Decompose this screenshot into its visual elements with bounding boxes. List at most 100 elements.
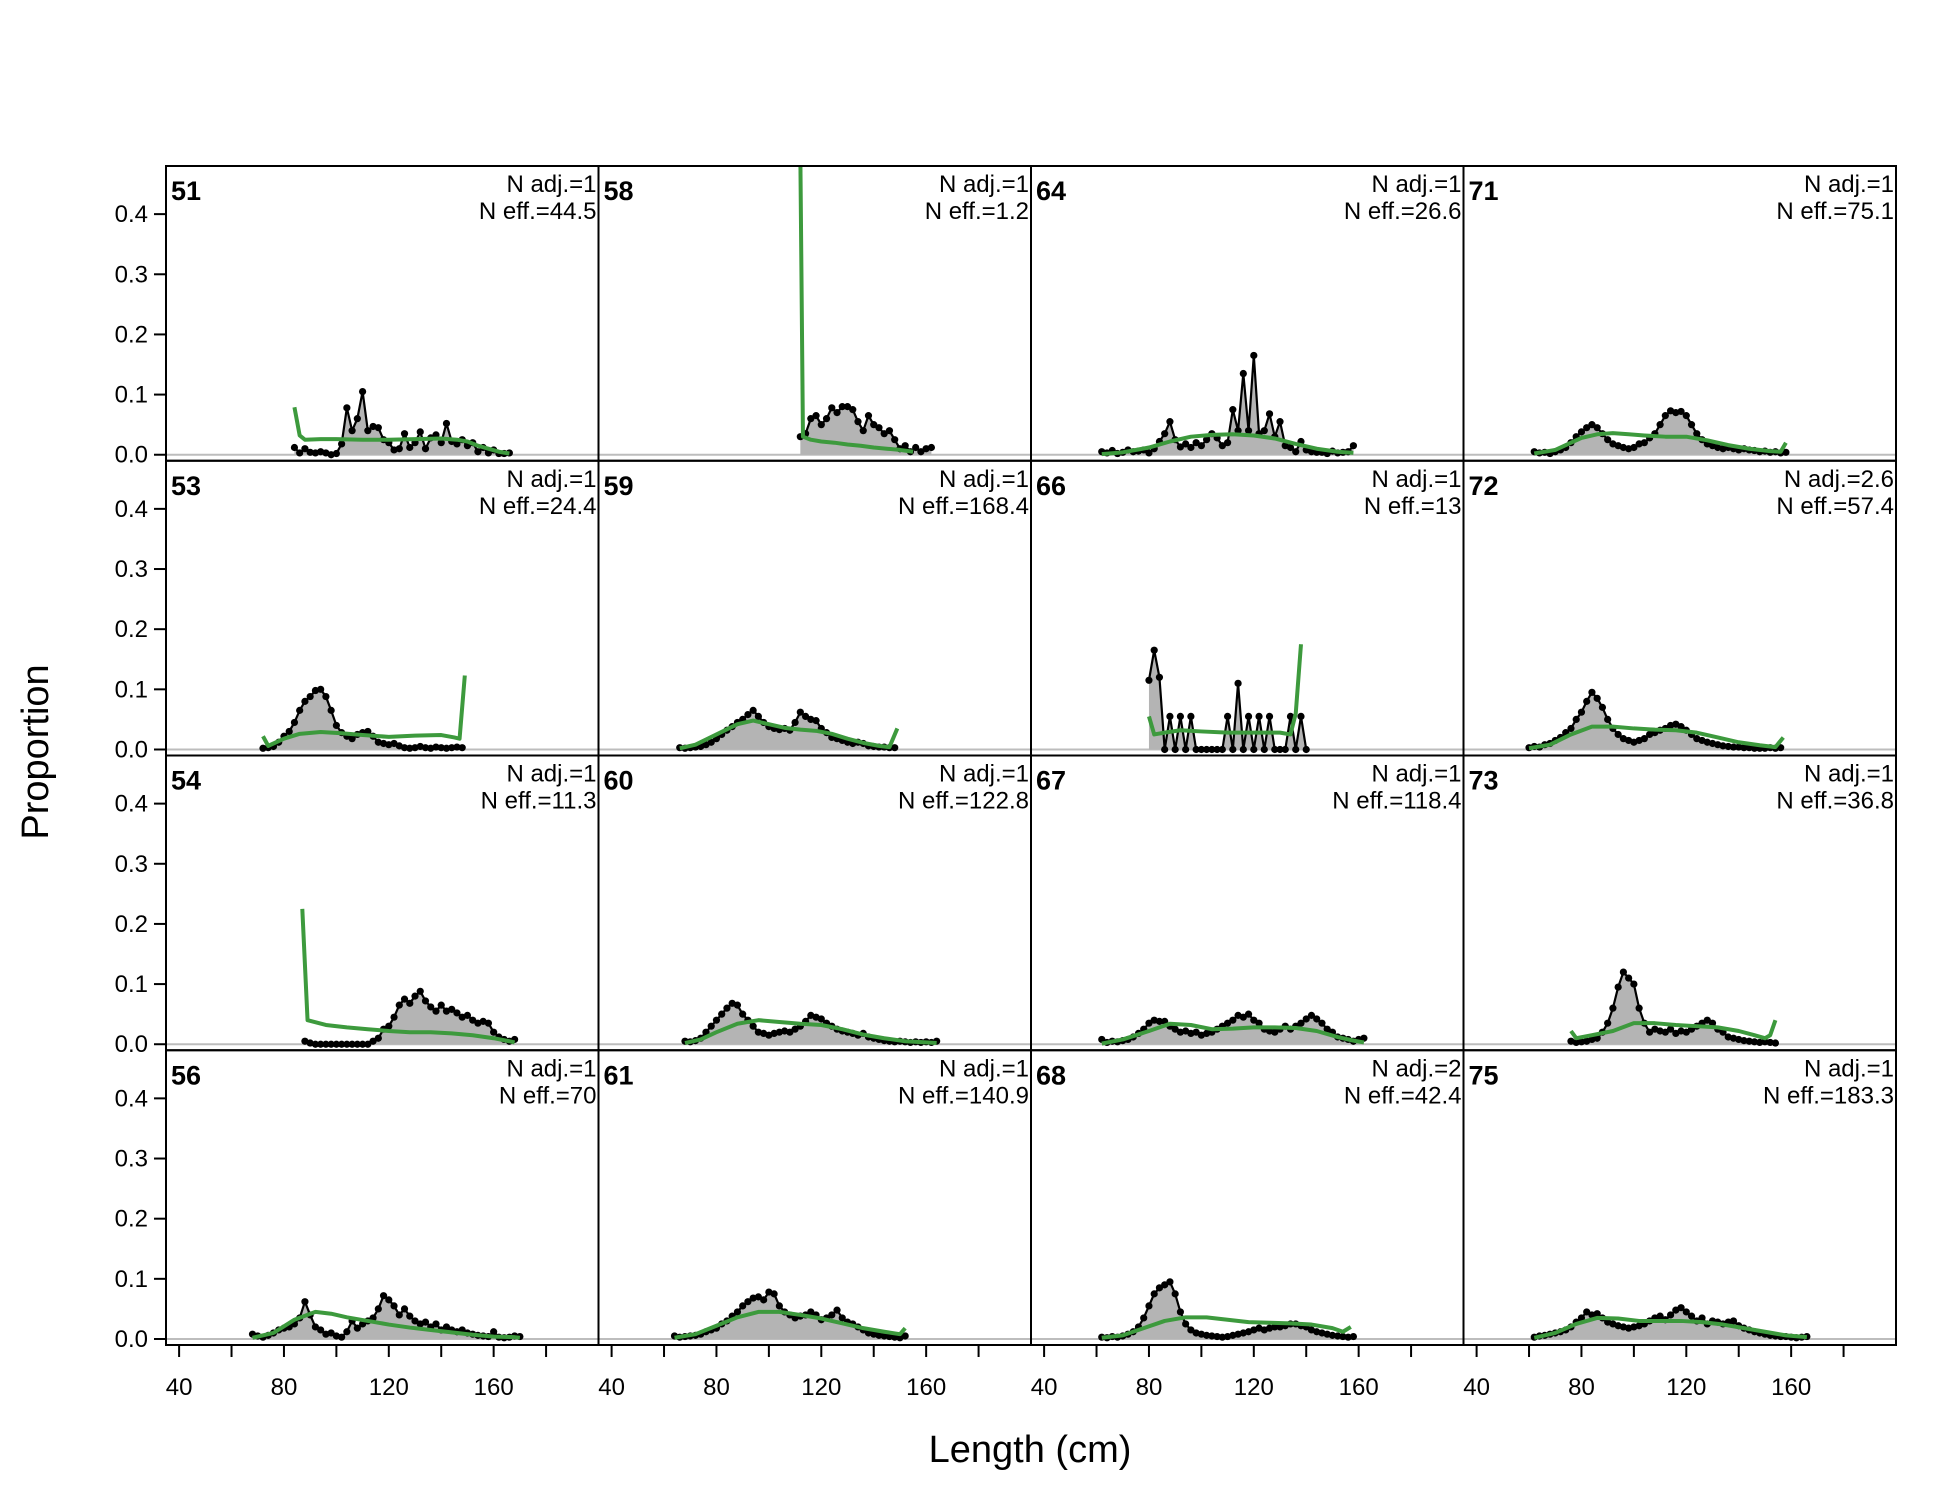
observed-point bbox=[1614, 983, 1622, 991]
observed-point bbox=[406, 999, 414, 1007]
observed-point bbox=[1155, 1017, 1164, 1025]
observed-point bbox=[1604, 1019, 1612, 1027]
panel-n-adj-label: N adj.=1 bbox=[1804, 761, 1894, 788]
observed-point bbox=[1724, 742, 1732, 751]
observed-point bbox=[1604, 715, 1612, 724]
observed-point bbox=[1593, 694, 1601, 702]
observed-point bbox=[1239, 1013, 1247, 1021]
y-tick-label: 0.4 bbox=[115, 1085, 148, 1112]
observed-point bbox=[358, 1040, 367, 1048]
x-tick-label: 40 bbox=[598, 1374, 625, 1401]
observed-point bbox=[348, 735, 356, 743]
observed-point bbox=[1698, 1314, 1706, 1322]
observed-line bbox=[1101, 354, 1355, 455]
observed-point bbox=[1349, 442, 1358, 450]
observed-point bbox=[374, 424, 382, 432]
observed-point bbox=[1250, 351, 1258, 360]
observed-point bbox=[1229, 745, 1237, 754]
expected-line bbox=[684, 1018, 937, 1046]
panel-n-eff-label: N eff.=36.8 bbox=[1776, 788, 1894, 815]
observed-point bbox=[885, 427, 894, 435]
panel-54: 54 N adj.=1N eff.=11.3 bbox=[165, 754, 600, 1052]
panel-plot-area bbox=[1031, 1010, 1464, 1047]
observed-point bbox=[1344, 1333, 1352, 1341]
observed-point bbox=[707, 738, 715, 746]
observed-point bbox=[812, 717, 820, 725]
panel-plot-area bbox=[598, 706, 1031, 752]
observed-point bbox=[1155, 1284, 1164, 1292]
observed-point bbox=[1593, 424, 1601, 432]
panel-plot-area bbox=[1463, 407, 1896, 458]
observed-area bbox=[1534, 410, 1786, 455]
observed-point bbox=[833, 1306, 841, 1314]
expected-line bbox=[1147, 644, 1303, 737]
observed-point bbox=[1677, 723, 1685, 731]
panel-n-adj-label: N adj.=1 bbox=[1371, 171, 1461, 198]
observed-point bbox=[1260, 745, 1268, 754]
observed-point bbox=[744, 1298, 752, 1306]
observed-point bbox=[1192, 1028, 1200, 1036]
observed-point bbox=[1239, 369, 1247, 378]
observed-point bbox=[1281, 745, 1289, 754]
panel-68: 68 N adj.=2N eff.=42.4 bbox=[1030, 1049, 1465, 1346]
observed-point bbox=[285, 727, 293, 736]
observed-point bbox=[421, 744, 430, 752]
panel-plot-area bbox=[598, 999, 1031, 1047]
observed-point bbox=[311, 1323, 320, 1331]
x-tick-label: 80 bbox=[1568, 1374, 1595, 1401]
panel-66: 66 N adj.=1N eff.=13 bbox=[1030, 459, 1465, 757]
expected-line bbox=[1533, 431, 1788, 456]
panel-n-eff-label: N eff.=24.4 bbox=[479, 493, 597, 520]
panel-n-eff-label: N eff.=75.1 bbox=[1776, 198, 1894, 225]
observed-point bbox=[1583, 1308, 1591, 1316]
panel-67: 67 N adj.=1N eff.=118.4 bbox=[1030, 754, 1465, 1052]
observed-point bbox=[1255, 712, 1263, 721]
observed-point bbox=[358, 387, 367, 396]
observed-point bbox=[796, 708, 804, 716]
panel-id-label: 53 bbox=[171, 471, 201, 501]
observed-point bbox=[327, 1329, 335, 1337]
y-axis-title: Proportion bbox=[15, 664, 57, 839]
panel-plot-area bbox=[598, 166, 1031, 456]
observed-point bbox=[812, 412, 820, 420]
observed-point bbox=[442, 1323, 451, 1331]
observed-point bbox=[1682, 1028, 1690, 1036]
panel-n-eff-label: N eff.=42.4 bbox=[1344, 1082, 1462, 1109]
observed-point bbox=[1297, 1019, 1305, 1027]
observed-point bbox=[1583, 697, 1591, 705]
observed-point bbox=[1567, 724, 1575, 733]
observed-point bbox=[1150, 646, 1158, 654]
observed-point bbox=[1640, 735, 1648, 743]
observed-point bbox=[374, 1034, 382, 1042]
observed-point bbox=[1140, 1314, 1148, 1322]
observed-area bbox=[1534, 1307, 1807, 1339]
observed-point bbox=[870, 421, 878, 429]
observed-point bbox=[749, 706, 757, 714]
observed-point bbox=[1234, 427, 1242, 435]
observed-point bbox=[490, 1028, 498, 1036]
observed-point bbox=[707, 1022, 715, 1030]
observed-point bbox=[917, 448, 925, 456]
observed-point bbox=[1203, 745, 1211, 754]
x-tick-label: 40 bbox=[1463, 1374, 1490, 1401]
observed-point bbox=[1176, 712, 1185, 721]
panel-n-eff-label: N eff.=13 bbox=[1364, 493, 1462, 520]
panel-plot-area bbox=[1463, 688, 1896, 752]
observed-point bbox=[1244, 427, 1253, 435]
panels-layer: 51 N adj.=1N eff.=44.558 N adj.=1N eff.=1.… bbox=[165, 165, 1897, 1346]
observed-point bbox=[400, 1305, 409, 1313]
observed-point bbox=[817, 1015, 825, 1023]
observed-point bbox=[1577, 1038, 1586, 1046]
panel-64: 64 N adj.=1N eff.=26.6 bbox=[1030, 165, 1465, 462]
observed-point bbox=[1609, 1004, 1617, 1012]
observed-point bbox=[1708, 1019, 1717, 1027]
observed-point bbox=[849, 406, 857, 414]
observed-point bbox=[353, 415, 361, 423]
expected-line bbox=[1101, 1021, 1365, 1046]
panel-n-adj-label: N adj.=2.6 bbox=[1784, 466, 1894, 493]
panel-n-eff-label: N eff.=44.5 bbox=[479, 198, 597, 225]
y-tick-label: 0.0 bbox=[115, 1326, 148, 1353]
observed-point bbox=[385, 1296, 393, 1304]
expected-line bbox=[1528, 724, 1785, 751]
x-tick-label: 80 bbox=[271, 1374, 298, 1401]
